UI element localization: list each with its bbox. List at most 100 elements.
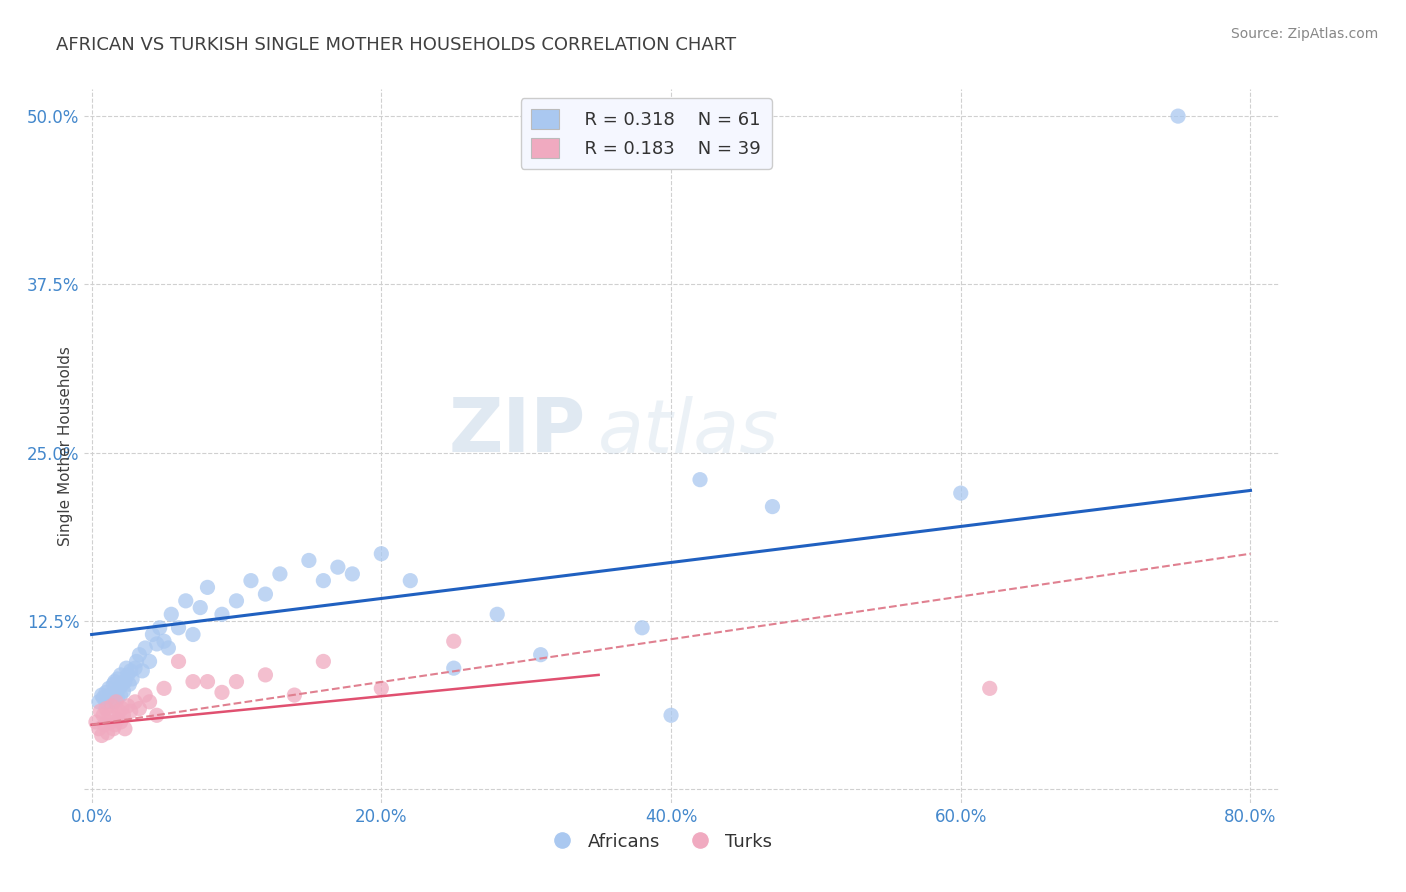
Point — [94, 701, 117, 715]
Point — [167, 655, 190, 669]
Point — [110, 668, 132, 682]
Point — [979, 681, 1001, 696]
Point — [103, 695, 125, 709]
Point — [134, 688, 156, 702]
Point — [103, 677, 125, 691]
Point — [110, 688, 132, 702]
Point — [141, 627, 163, 641]
Point — [312, 655, 335, 669]
Point — [121, 672, 143, 686]
Point — [153, 634, 176, 648]
Point — [128, 701, 150, 715]
Point — [89, 704, 111, 718]
Point — [197, 674, 219, 689]
Point — [100, 688, 122, 702]
Point — [225, 674, 247, 689]
Point — [112, 708, 135, 723]
Point — [138, 655, 160, 669]
Point — [174, 594, 197, 608]
Point — [90, 688, 112, 702]
Point — [181, 627, 204, 641]
Point — [104, 674, 127, 689]
Point — [91, 708, 114, 723]
Point — [98, 681, 121, 696]
Point — [93, 717, 115, 731]
Point — [128, 648, 150, 662]
Point — [254, 668, 277, 682]
Point — [153, 681, 176, 696]
Point — [124, 661, 146, 675]
Point — [659, 708, 682, 723]
Point — [105, 695, 128, 709]
Text: ZIP: ZIP — [449, 395, 586, 468]
Point — [160, 607, 183, 622]
Point — [197, 580, 219, 594]
Point — [117, 698, 139, 713]
Point — [149, 621, 172, 635]
Point — [211, 607, 233, 622]
Point — [125, 655, 148, 669]
Point — [134, 640, 156, 655]
Point — [211, 685, 233, 699]
Point — [298, 553, 321, 567]
Text: atlas: atlas — [599, 396, 780, 467]
Point — [157, 640, 180, 655]
Point — [342, 566, 364, 581]
Point — [1167, 109, 1189, 123]
Point — [94, 685, 117, 699]
Point — [239, 574, 262, 588]
Legend: Africans, Turks: Africans, Turks — [537, 826, 779, 858]
Point — [689, 473, 711, 487]
Point — [103, 722, 125, 736]
Point — [107, 690, 129, 705]
Point — [101, 698, 124, 713]
Text: Source: ZipAtlas.com: Source: ZipAtlas.com — [1230, 27, 1378, 41]
Point — [443, 661, 465, 675]
Point — [110, 714, 132, 729]
Point — [117, 668, 139, 682]
Point — [107, 672, 129, 686]
Point — [104, 717, 127, 731]
Point — [631, 621, 654, 635]
Point — [146, 637, 169, 651]
Point — [120, 664, 142, 678]
Text: AFRICAN VS TURKISH SINGLE MOTHER HOUSEHOLDS CORRELATION CHART: AFRICAN VS TURKISH SINGLE MOTHER HOUSEHO… — [56, 36, 737, 54]
Point — [146, 708, 169, 723]
Y-axis label: Single Mother Households: Single Mother Households — [58, 346, 73, 546]
Point — [90, 729, 112, 743]
Point — [312, 574, 335, 588]
Point — [100, 714, 122, 729]
Point — [254, 587, 277, 601]
Point — [283, 688, 305, 702]
Point — [131, 664, 153, 678]
Point — [115, 661, 138, 675]
Point — [167, 621, 190, 635]
Point — [112, 684, 135, 698]
Point — [370, 547, 392, 561]
Point — [96, 726, 118, 740]
Point — [94, 695, 117, 709]
Point — [107, 712, 129, 726]
Point — [326, 560, 349, 574]
Point — [105, 685, 128, 699]
Point — [370, 681, 392, 696]
Point — [91, 690, 114, 705]
Point — [98, 708, 121, 723]
Point — [114, 674, 136, 689]
Point — [269, 566, 291, 581]
Point — [443, 634, 465, 648]
Point — [108, 681, 131, 696]
Point — [181, 674, 204, 689]
Point — [87, 722, 110, 736]
Point — [138, 695, 160, 709]
Point — [530, 648, 553, 662]
Point — [114, 722, 136, 736]
Point — [120, 704, 142, 718]
Point — [111, 677, 134, 691]
Point — [111, 701, 134, 715]
Point — [188, 600, 211, 615]
Point — [118, 677, 141, 691]
Point — [225, 594, 247, 608]
Point — [124, 695, 146, 709]
Point — [761, 500, 783, 514]
